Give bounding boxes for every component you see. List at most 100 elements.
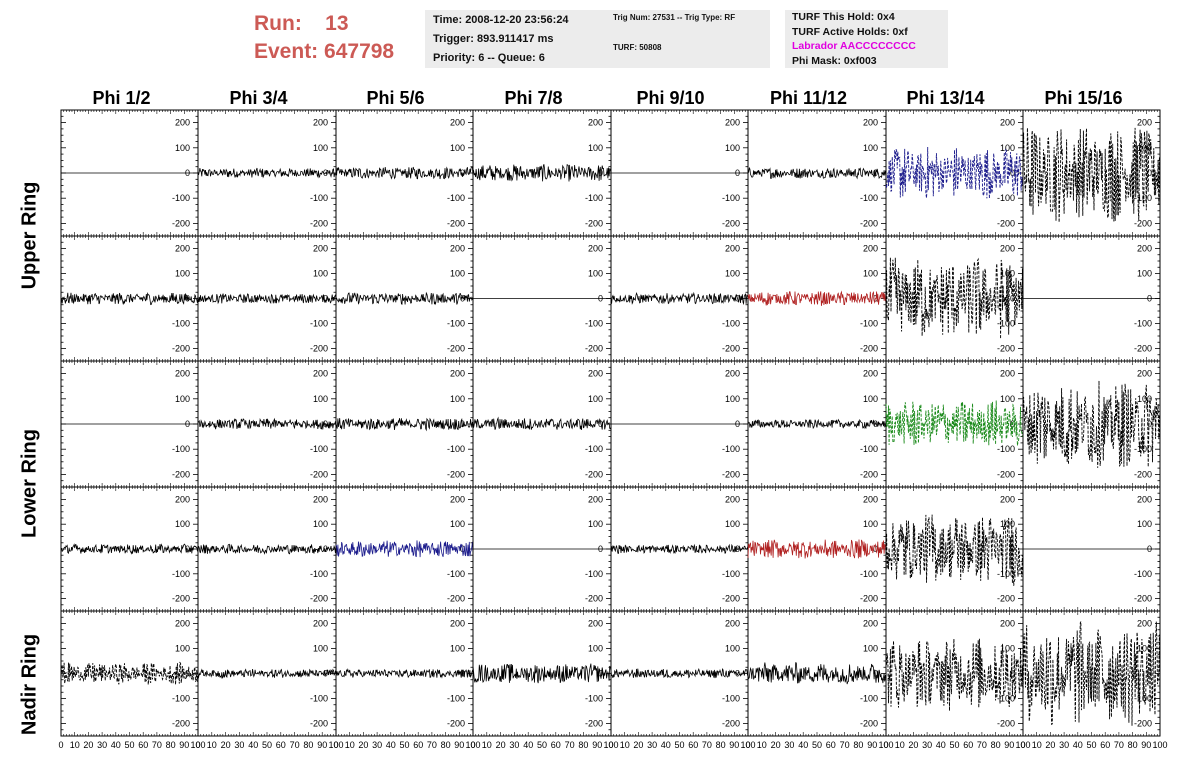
panel-frame: [1022, 109, 1161, 237]
y-tick-label: 100: [863, 143, 878, 153]
x-tick-label: 60: [413, 740, 423, 750]
y-tick-label: -100: [722, 193, 740, 203]
waveform-trace: [335, 166, 474, 180]
x-tick-label: 10: [70, 740, 80, 750]
y-tick-label: 100: [1000, 269, 1015, 279]
waveform-trace: [335, 540, 474, 558]
y-tick-label: 100: [1137, 394, 1152, 404]
x-tick-label: 90: [317, 740, 327, 750]
y-tick-label: 100: [313, 644, 328, 654]
waveform-trace: [197, 668, 337, 679]
y-tick-label: 100: [1000, 519, 1015, 529]
y-tick-label: 200: [313, 118, 328, 128]
x-tick-label: 10: [345, 740, 355, 750]
y-tick-label: -200: [860, 218, 878, 228]
y-tick-label: 100: [450, 394, 465, 404]
y-tick-label: -200: [1134, 594, 1152, 604]
y-tick-label: 200: [450, 118, 465, 128]
x-tick-label: 30: [647, 740, 657, 750]
waveform-trace: [197, 543, 337, 555]
y-tick-label: 100: [450, 269, 465, 279]
y-tick-label: 100: [1137, 519, 1152, 529]
y-tick-label: 200: [588, 494, 603, 504]
y-tick-label: 200: [175, 619, 190, 629]
phi-mask-line: Phi Mask: 0xf003: [792, 54, 877, 67]
y-tick-label: -100: [172, 694, 190, 704]
y-tick-label: 200: [313, 244, 328, 254]
y-tick-label: -200: [860, 594, 878, 604]
run-label: Run:: [254, 12, 302, 35]
y-tick-label: 0: [323, 669, 328, 679]
y-tick-label: 200: [1137, 369, 1152, 379]
y-tick-label: 100: [588, 519, 603, 529]
y-tick-label: -200: [172, 719, 190, 729]
y-tick-label: 100: [1000, 143, 1015, 153]
phi-header-1: Phi 1/2: [92, 88, 151, 108]
event-value: 647798: [324, 40, 395, 63]
y-tick-label: -200: [447, 218, 465, 228]
x-tick-label: 40: [111, 740, 121, 750]
waveform-trace: [610, 291, 749, 306]
y-tick-label: 200: [1137, 244, 1152, 254]
y-tick-label: -200: [722, 594, 740, 604]
y-tick-label: 100: [175, 143, 190, 153]
y-tick-label: 0: [323, 544, 328, 554]
waveform-trace: [885, 146, 1024, 199]
turf-line: TURF: 50808: [613, 43, 662, 52]
y-tick-label: 200: [450, 494, 465, 504]
y-tick-label: 200: [725, 244, 740, 254]
x-tick-label: 50: [537, 740, 547, 750]
y-tick-label: -100: [447, 319, 465, 329]
waveform-trace: [1022, 380, 1161, 468]
y-tick-label: -100: [172, 193, 190, 203]
y-tick-label: 100: [313, 519, 328, 529]
y-tick-label: 100: [863, 519, 878, 529]
x-tick-label: 60: [551, 740, 561, 750]
x-tick-label: 60: [276, 740, 286, 750]
turf-active-line: TURF Active Holds: 0xf: [792, 25, 908, 38]
x-tick-label: 10: [620, 740, 630, 750]
y-tick-label: -100: [310, 319, 328, 329]
y-tick-label: -200: [310, 594, 328, 604]
waveform-trace: [610, 543, 749, 555]
trigger-info-box: Trig Num: 27531 -- Trig Type: RF TURF: 5…: [605, 10, 770, 68]
x-tick-label: 90: [179, 740, 189, 750]
y-tick-label: -200: [310, 719, 328, 729]
y-tick-label: -100: [860, 444, 878, 454]
y-tick-label: 200: [1137, 118, 1152, 128]
y-tick-label: -200: [447, 469, 465, 479]
y-tick-label: 100: [1137, 269, 1152, 279]
y-tick-label: -100: [585, 569, 603, 579]
waveform-trace: [60, 543, 199, 555]
y-tick-label: 200: [863, 118, 878, 128]
y-tick-label: -200: [1134, 218, 1152, 228]
y-tick-label: -100: [585, 193, 603, 203]
y-tick-label: -200: [997, 469, 1015, 479]
waveform-trace: [1022, 127, 1161, 223]
y-tick-label: 200: [1137, 494, 1152, 504]
phi-header-2: Phi 3/4: [229, 88, 288, 108]
x-tick-label: 50: [262, 740, 272, 750]
waveform-trace: [472, 416, 612, 430]
x-tick-label: 80: [716, 740, 726, 750]
y-tick-label: -100: [997, 193, 1015, 203]
x-tick-label: 0: [470, 740, 475, 750]
y-tick-label: -200: [860, 344, 878, 354]
waveform-trace: [336, 291, 474, 306]
y-tick-label: -100: [722, 569, 740, 579]
y-tick-label: -200: [585, 719, 603, 729]
y-tick-label: 200: [313, 619, 328, 629]
phi-header-7: Phi 13/14: [906, 88, 985, 108]
y-tick-label: 200: [588, 244, 603, 254]
x-tick-label: 70: [702, 740, 712, 750]
y-tick-label: -200: [722, 344, 740, 354]
labrador-line: Labrador AACCCCCCCC: [792, 40, 916, 52]
run-event-block: Run: 13 Event: 647798: [254, 10, 394, 66]
y-tick-label: 100: [1000, 394, 1015, 404]
y-tick-label: -100: [310, 193, 328, 203]
x-tick-label: 20: [633, 740, 643, 750]
x-tick-label: 30: [97, 740, 107, 750]
y-tick-label: 100: [588, 143, 603, 153]
y-tick-label: 200: [863, 494, 878, 504]
y-tick-label: -200: [447, 719, 465, 729]
